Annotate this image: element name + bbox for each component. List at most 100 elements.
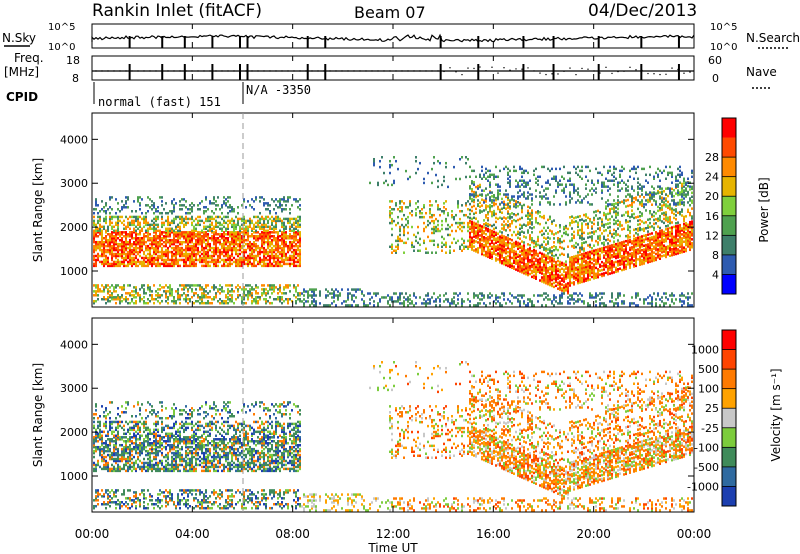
power-cell (519, 237, 521, 240)
power-cell (195, 284, 197, 287)
power-cell (221, 236, 223, 240)
power-cell (251, 299, 253, 303)
power-cell (541, 215, 543, 219)
power-cell (459, 177, 461, 181)
power-cell (473, 223, 475, 227)
power-cell (579, 250, 581, 254)
power-cell (129, 235, 131, 238)
power-cell (141, 198, 143, 201)
power-cell (563, 191, 565, 194)
power-cell (235, 252, 237, 256)
power-cell (245, 294, 247, 297)
power-cell (117, 244, 119, 248)
power-cell (315, 302, 317, 305)
power-cell (249, 217, 251, 221)
power-cell (117, 284, 119, 287)
power-cell (183, 236, 185, 240)
nave-dot (551, 73, 553, 75)
power-cell (469, 165, 471, 169)
power-cell (143, 240, 145, 244)
power-cell (553, 273, 555, 277)
power-cell (535, 265, 537, 269)
power-cell (543, 195, 545, 198)
power-cell (121, 206, 123, 209)
power-cell (543, 259, 545, 262)
power-cell (451, 215, 453, 219)
power-cell (111, 262, 113, 266)
power-cell (143, 292, 145, 295)
power-cell (189, 260, 191, 264)
power-cell (553, 265, 555, 269)
power-cell (151, 227, 153, 231)
power-cell (135, 219, 137, 223)
power-cell (527, 217, 529, 220)
power-cell (599, 257, 601, 261)
power-cell (149, 260, 151, 264)
power-cell (513, 267, 515, 270)
power-cell (417, 167, 419, 171)
power-cell (523, 268, 525, 271)
power-cell (473, 249, 475, 252)
power-cell (171, 262, 173, 266)
power-cell (297, 215, 299, 219)
power-cell (551, 268, 553, 272)
power-cell (97, 294, 99, 297)
power-cell (525, 169, 527, 173)
power-cell (595, 252, 597, 256)
power-cell (601, 302, 603, 305)
power-cell (151, 208, 153, 211)
power-cell (177, 233, 179, 236)
power-cell (111, 240, 113, 244)
power-cell (599, 253, 601, 257)
power-cell (481, 233, 483, 236)
power-cell (523, 171, 525, 175)
power-cell (193, 231, 195, 234)
power-cell (281, 198, 283, 201)
power-cell (185, 262, 187, 266)
power-cell (579, 215, 581, 218)
power-cell (515, 240, 517, 244)
power-cell (247, 233, 249, 236)
power-cell (131, 244, 133, 248)
power-cell (227, 231, 229, 234)
power-cell (571, 239, 573, 242)
power-cell (499, 296, 501, 299)
power-cell (387, 302, 389, 305)
power-cell (603, 243, 605, 246)
power-cell (497, 296, 499, 299)
power-cell (553, 177, 555, 180)
power-cell (233, 208, 235, 211)
power-cell (391, 296, 393, 299)
power-cell (597, 254, 599, 257)
cpid-label: CPID (6, 90, 38, 104)
power-cell (595, 248, 597, 252)
power-cell (515, 252, 517, 256)
power-cell (233, 221, 235, 225)
power-cell (143, 217, 145, 221)
power-cell (165, 229, 167, 233)
power-cell (569, 195, 571, 198)
power-cell (523, 252, 525, 255)
power-cell (467, 208, 469, 211)
power-cell (169, 233, 171, 236)
power-cell (199, 254, 201, 258)
power-cell (495, 196, 497, 200)
power-cell (501, 252, 503, 255)
power-cell (491, 235, 493, 239)
power-cell (573, 263, 575, 266)
power-cell (129, 242, 131, 246)
power-cell (111, 217, 113, 221)
power-cell (153, 246, 155, 250)
power-cell (507, 241, 509, 244)
power-cell (285, 236, 287, 240)
power-cell (185, 286, 187, 289)
power-cell (453, 296, 455, 299)
nave-dot (557, 73, 559, 75)
power-cell (449, 245, 451, 249)
power-cell (177, 260, 179, 264)
power-cell (297, 200, 299, 203)
nave-dot (569, 67, 571, 69)
power-cell (589, 235, 591, 239)
power-cell (103, 258, 105, 262)
power-cell (337, 290, 339, 293)
